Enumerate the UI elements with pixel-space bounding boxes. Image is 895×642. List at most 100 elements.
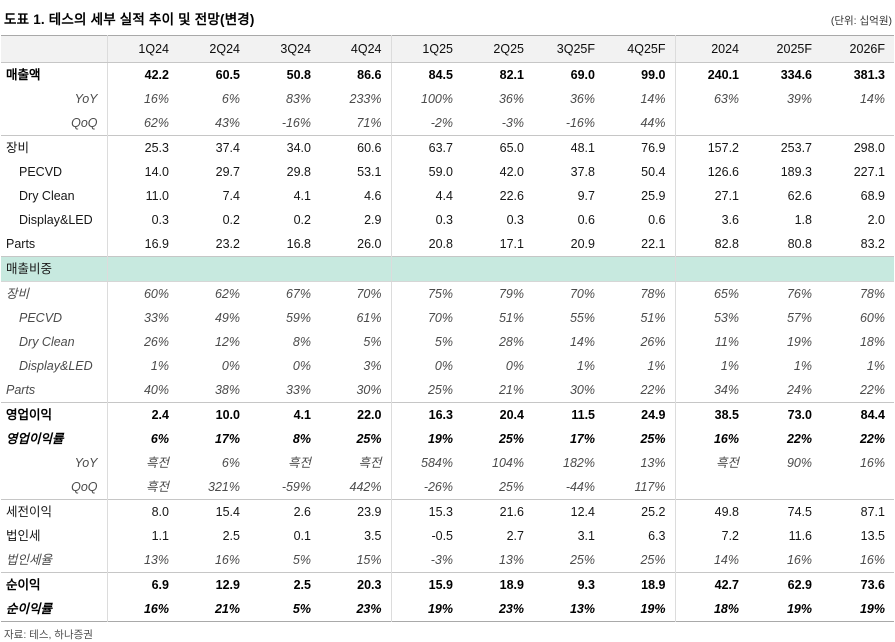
table-titlebar: 도표 1. 테스의 세부 실적 추이 및 전망(변경) (단위: 십억원): [1, 6, 894, 35]
cell-dry-clean-3q25f: 9.7: [577, 189, 595, 203]
cell-mix-dry-clean-2026f: 18%: [859, 335, 885, 349]
cell-operating-margin-2026f: 22%: [859, 432, 885, 446]
cell-mix-parts-4q25f: 22%: [604, 378, 676, 403]
col-header-1q25: 1Q25: [391, 35, 462, 63]
cell-revenue-2q25: 82.1: [499, 68, 524, 82]
cell-display-led-4q24: 2.9: [320, 208, 392, 232]
cell-pretax-profit-2q24: 15.4: [178, 499, 249, 524]
col-header-3q24: 3Q24: [249, 35, 320, 63]
cell-income-tax-2025f: 11.6: [788, 529, 812, 543]
cell-mix-dry-clean-1q25: 5%: [434, 335, 453, 349]
cell-operating-profit-2025f: 73.0: [748, 402, 821, 427]
cell-mix-parts-1q25: 25%: [427, 383, 453, 397]
cell-mix-display-led-3q25f: 1%: [576, 359, 595, 373]
unit-note: (단위: 십억원): [830, 15, 892, 27]
row-label-mix-equipment: 장비: [1, 281, 108, 306]
cell-operating-profit-4q25f: 24.9: [604, 402, 676, 427]
table-row-parts: Parts 16.9 23.2 16.8 26.0 20.8 17.1 20.9 22.1 82.…: [1, 232, 894, 257]
cell-mix-dry-clean-2q25: 28%: [498, 335, 524, 349]
cell-sales-mix-section-2q25: [462, 256, 533, 282]
cell-op-qoq-2026f: [821, 475, 894, 500]
cell-display-led-2q25: 0.3: [506, 213, 524, 227]
row-label-revenue: 매출액: [1, 62, 108, 87]
cell-mix-dry-clean-2024: 11%: [714, 335, 739, 349]
cell-revenue-qoq-2q24: 43%: [214, 116, 240, 130]
cell-mix-pecvd-1q24: 33%: [143, 311, 169, 325]
table-row-sales-mix-section: 매출비중: [1, 256, 894, 282]
column-header-row: 1Q24 2Q24 3Q24 4Q24 1Q25 2Q25 3Q25F 4Q25F 2024 20…: [1, 35, 894, 63]
cell-mix-display-led-4q25f: 1%: [604, 354, 676, 378]
cell-revenue-qoq-2024: [675, 111, 748, 136]
cell-operating-margin-1q24: 6%: [150, 432, 169, 446]
table-row-mix-parts: Parts 40% 38% 33% 30% 25% 21% 30% 22% 34% 24% 22%: [1, 378, 894, 403]
row-label-parts: Parts: [1, 232, 108, 257]
cell-income-tax-2026f: 13.5: [860, 529, 885, 543]
row-label-op-yoy: YoY: [1, 451, 108, 475]
cell-net-profit-4q24: 20.3: [320, 572, 392, 597]
cell-net-profit-3q25f: 9.3: [533, 572, 604, 597]
table-row-revenue: 매출액 42.2 60.5 50.8 86.6 84.5 82.1 69.0 99.0 240.1…: [1, 62, 894, 87]
table-row-op-yoy: YoY 흑전 6% 흑전 흑전 584% 104% 182% 13% 흑전 90% 16%: [1, 451, 894, 475]
cell-pretax-profit-3q25f: 12.4: [533, 499, 604, 524]
cell-net-margin-2024: 18%: [713, 602, 739, 616]
row-label-dry-clean: Dry Clean: [1, 184, 108, 208]
col-header-2026f: 2026F: [821, 35, 894, 63]
cell-mix-parts-2025f: 24%: [786, 383, 812, 397]
cell-revenue-qoq-3q25f: -16%: [565, 116, 595, 130]
cell-mix-display-led-3q24: 0%: [292, 359, 311, 373]
cell-display-led-2025f: 1.8: [794, 213, 812, 227]
cell-pecvd-2024: 126.6: [707, 165, 739, 179]
cell-op-qoq-4q24: 442%: [320, 475, 392, 500]
row-label-operating-margin: 영업이익률: [1, 427, 108, 451]
cell-dry-clean-2026f: 68.9: [860, 189, 885, 203]
cell-net-margin-2q24: 21%: [214, 602, 240, 616]
cell-revenue-qoq-4q24: 71%: [320, 111, 392, 136]
table-row-mix-equipment: 장비 60% 62% 67% 70% 75% 79% 70% 78% 65% 76% 78%: [1, 281, 894, 306]
cell-display-led-1q25: 0.3: [435, 213, 453, 227]
cell-mix-equipment-3q24: 67%: [285, 287, 311, 301]
cell-mix-pecvd-4q25f: 51%: [604, 306, 676, 330]
cell-op-yoy-1q24: 흑전: [145, 456, 169, 470]
cell-op-qoq-2q24: 321%: [208, 480, 240, 494]
cell-pretax-profit-2025f: 74.5: [748, 499, 821, 524]
cell-pecvd-4q24: 53.1: [320, 160, 392, 184]
cell-display-led-2026f: 2.0: [867, 213, 885, 227]
cell-op-yoy-1q25: 584%: [421, 456, 453, 470]
cell-revenue-yoy-1q25: 100%: [421, 92, 453, 106]
cell-mix-equipment-2025f: 76%: [786, 287, 812, 301]
cell-mix-pecvd-3q24: 59%: [285, 311, 311, 325]
cell-revenue-qoq-2025f: [748, 111, 821, 136]
cell-net-profit-4q25f: 18.9: [604, 572, 676, 597]
cell-sales-mix-section-4q25f: [604, 256, 676, 282]
cell-mix-equipment-4q24: 70%: [320, 281, 392, 306]
table-row-income-tax: 법인세 1.1 2.5 0.1 3.5 -0.5 2.7 3.1 6.3 7.2 11.6 13.5: [1, 524, 894, 548]
col-header-4q24: 4Q24: [320, 35, 392, 63]
cell-pecvd-2q25: 42.0: [499, 165, 524, 179]
row-label-net-profit: 순이익: [1, 572, 108, 597]
cell-revenue-yoy-2q25: 36%: [498, 92, 524, 106]
cell-equipment-4q25f: 76.9: [604, 135, 676, 160]
cell-operating-margin-2025f: 22%: [786, 432, 812, 446]
cell-op-qoq-4q25f: 117%: [604, 475, 676, 500]
cell-parts-2024: 82.8: [714, 237, 739, 251]
cell-pecvd-2025f: 189.3: [780, 165, 812, 179]
table-row-op-qoq: QoQ 흑전 321% -59% 442% -26% 25% -44% 117%: [1, 475, 894, 500]
cell-op-yoy-4q24: 흑전: [320, 451, 392, 475]
source-note: 자료: 테스, 하나증권: [4, 629, 93, 641]
cell-dry-clean-4q24: 4.6: [320, 184, 392, 208]
cell-parts-3q24: 16.8: [286, 237, 311, 251]
cell-mix-display-led-2q25: 0%: [505, 359, 524, 373]
cell-display-led-2q24: 0.2: [222, 213, 240, 227]
cell-mix-equipment-3q25f: 70%: [569, 287, 595, 301]
cell-net-profit-2q25: 18.9: [462, 572, 533, 597]
cell-pecvd-1q24: 14.0: [144, 165, 169, 179]
col-header-2024: 2024: [675, 35, 748, 63]
col-header-1q24: 1Q24: [107, 35, 178, 63]
col-header-4q25f: 4Q25F: [604, 35, 676, 63]
cell-op-yoy-3q24: 흑전: [287, 456, 311, 470]
cell-operating-profit-2024: 38.5: [675, 402, 748, 427]
cell-mix-parts-1q24: 40%: [143, 383, 169, 397]
cell-sales-mix-section-3q25f: [533, 256, 604, 282]
cell-op-qoq-3q24: -59%: [281, 480, 311, 494]
cell-revenue-qoq-2q25: -3%: [501, 116, 524, 130]
